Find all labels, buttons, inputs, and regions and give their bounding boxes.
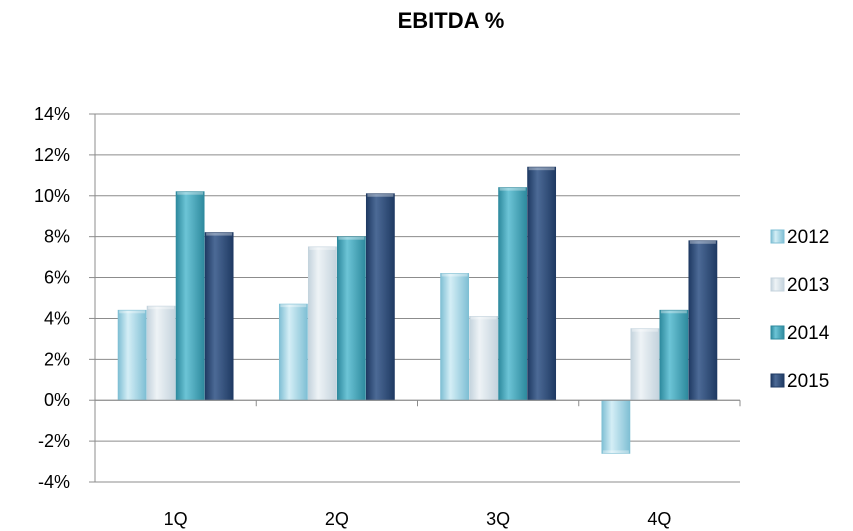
y-tick-labels: 14% 12% 10% 8% 6% 4% 2% 0% -2% -4% [34, 104, 70, 492]
bar-2014-4Q [659, 309, 689, 401]
bar-bevel [528, 167, 555, 171]
bar-bevel [280, 304, 307, 308]
bar-bevel [309, 246, 336, 250]
x-tick-label: 2Q [325, 509, 349, 529]
bar-bevel [148, 306, 175, 310]
y-tick-label: 14% [34, 104, 70, 124]
bar-2014-3Q [498, 187, 528, 401]
bar-2012-3Q [440, 273, 470, 401]
bar-bevel [177, 191, 204, 195]
legend-label-2012: 2012 [787, 227, 829, 248]
y-tick-label: 10% [34, 186, 70, 206]
y-tick-label: 8% [44, 227, 70, 247]
bar-bevel [206, 232, 233, 236]
bar-2013-3Q [469, 315, 499, 401]
bar-bevel [119, 310, 146, 314]
y-tick-label: -2% [38, 431, 70, 451]
legend-swatch-2015 [770, 373, 785, 388]
bar-bevel [602, 450, 629, 454]
y-tick-label: 6% [44, 268, 70, 288]
legend-swatch-2012 [770, 229, 785, 244]
bar-bevel [631, 328, 658, 332]
bar-bevel [499, 187, 526, 191]
bar-bevel [689, 240, 716, 244]
bar-2013-1Q [146, 305, 176, 401]
bar-bevel [338, 236, 365, 240]
legend-label-2015: 2015 [787, 371, 829, 392]
bar-2012-4Q [601, 399, 631, 454]
axes [89, 113, 741, 483]
x-tick-labels: 1Q 2Q 3Q 4Q [164, 509, 672, 529]
bar-2015-4Q [688, 240, 718, 401]
legend: 2012 2013 2014 2015 [770, 227, 830, 392]
legend-swatch-2013 [770, 277, 785, 292]
bar-2015-1Q [204, 232, 234, 401]
legend-label-2013: 2013 [787, 275, 829, 296]
chart-title: EBITDA % [398, 8, 505, 33]
y-tick-label: 0% [44, 390, 70, 410]
x-tick-label: 1Q [164, 509, 188, 529]
bar-2014-2Q [336, 236, 366, 401]
bar-bevel [441, 273, 468, 277]
bar-2014-1Q [175, 191, 205, 401]
bar-2015-2Q [365, 193, 395, 401]
x-tick-label: 4Q [647, 509, 671, 529]
bar-bevel [470, 316, 497, 320]
y-tick-label: 2% [44, 349, 70, 369]
bar-2015-3Q [527, 166, 557, 401]
x-tick-label: 3Q [486, 509, 510, 529]
bar-2013-4Q [630, 328, 660, 401]
bar-bevel [660, 310, 687, 314]
bar-2012-2Q [278, 303, 308, 401]
y-tick-label: 12% [34, 145, 70, 165]
y-tick-label: 4% [44, 308, 70, 328]
legend-swatch-2014 [770, 325, 785, 340]
bars [117, 166, 718, 454]
bar-2012-1Q [117, 309, 147, 401]
legend-label-2014: 2014 [787, 323, 830, 344]
bar-2013-2Q [307, 246, 337, 401]
bar-bevel [367, 193, 394, 197]
y-tick-label: -4% [38, 472, 70, 492]
